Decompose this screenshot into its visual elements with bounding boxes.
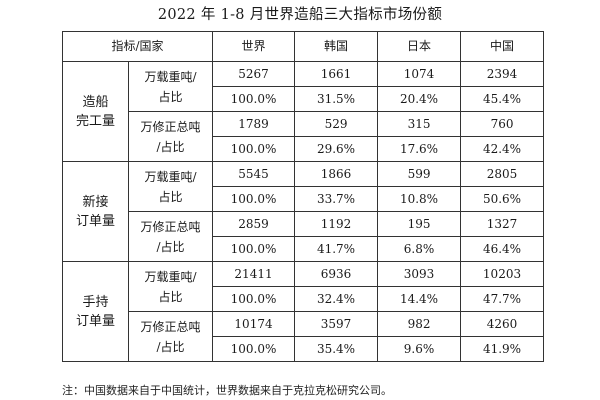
share-cell-japan: 17.6%: [377, 136, 462, 162]
metric-label: 万修正总吨 /占比: [127, 311, 214, 362]
value-cell-china: 2805: [460, 161, 545, 187]
value-cell-korea: 1192: [294, 211, 379, 237]
table-row: 手持 订单量 万载重吨/ 占比 21411 6936 3093 10203: [62, 261, 545, 362]
shipbuilding-share-table: 指标/国家 世界 韩国 日本 中国 造船 完工量 万载重吨/ 占比 5267 1661…: [61, 31, 545, 362]
group-label: 手持 订单量: [62, 261, 129, 362]
header-china: 中国: [460, 31, 545, 62]
share-cell-world: 100.0%: [212, 136, 296, 162]
value-cell-china: 760: [460, 111, 545, 137]
share-cell-korea: 41.7%: [294, 236, 379, 262]
share-cell-world: 100.0%: [212, 336, 296, 362]
share-cell-world: 100.0%: [212, 86, 296, 112]
table-row: 新接 订单量 万载重吨/ 占比 5545 1866 599 2805: [62, 161, 545, 262]
metric-label: 万修正总吨 /占比: [127, 211, 214, 262]
table-row: 100.0% 29.6% 17.6% 42.4%: [63, 136, 545, 162]
share-cell-japan: 14.4%: [377, 286, 462, 312]
value-cell-china: 10203: [460, 261, 545, 287]
metric-label: 万修正总吨 /占比: [127, 111, 214, 162]
page-title: 2022 年 1-8 月世界造船三大指标市场份额: [157, 7, 443, 23]
metric-label: 万载重吨/ 占比: [127, 61, 214, 112]
table-row: 造船 完工量 万载重吨/ 占比 5267 1661 1074 2394: [62, 61, 545, 162]
value-cell-japan: 315: [377, 111, 462, 137]
share-cell-china: 42.4%: [460, 136, 545, 162]
value-cell-korea: 3597: [294, 311, 379, 337]
share-cell-world: 100.0%: [212, 236, 296, 262]
value-cell-korea: 529: [294, 111, 379, 137]
header-korea: 韩国: [294, 31, 379, 62]
footnote: 注：中国数据来自于中国统计，世界数据来自于克拉克松研究公司。: [62, 384, 392, 397]
table-row: 万修正总吨 /占比 10174 3597 982 4260: [63, 311, 545, 362]
table-row: 100.0% 35.4% 9.6% 41.9%: [63, 336, 545, 362]
share-cell-world: 100.0%: [212, 186, 296, 212]
value-cell-china: 1327: [460, 211, 545, 237]
table-row: 万修正总吨 /占比 2859 1192 195 1327: [63, 211, 545, 262]
value-cell-world: 5545: [212, 161, 296, 187]
value-cell-japan: 195: [377, 211, 462, 237]
value-cell-korea: 6936: [294, 261, 379, 287]
share-cell-korea: 29.6%: [294, 136, 379, 162]
share-cell-china: 50.6%: [460, 186, 545, 212]
value-cell-world: 21411: [212, 261, 296, 287]
share-cell-china: 41.9%: [460, 336, 545, 362]
header-world: 世界: [212, 31, 296, 62]
group-label: 造船 完工量: [62, 61, 129, 162]
group-label: 新接 订单量: [62, 161, 129, 262]
table-row: 100.0% 41.7% 6.8% 46.4%: [63, 236, 545, 262]
metric-label: 万载重吨/ 占比: [127, 261, 214, 312]
share-cell-china: 45.4%: [460, 86, 545, 112]
table-body: 指标/国家 世界 韩国 日本 中国 造船 完工量 万载重吨/ 占比 5267 1661…: [61, 31, 545, 362]
table-row: 100.0% 31.5% 20.4% 45.4%: [63, 86, 545, 112]
share-cell-korea: 31.5%: [294, 86, 379, 112]
value-cell-china: 4260: [460, 311, 545, 337]
share-cell-world: 100.0%: [212, 286, 296, 312]
value-cell-japan: 1074: [377, 61, 462, 87]
share-cell-korea: 35.4%: [294, 336, 379, 362]
share-cell-japan: 10.8%: [377, 186, 462, 212]
table-row: 万修正总吨 /占比 1789 529 315 760: [63, 111, 545, 162]
value-cell-japan: 599: [377, 161, 462, 187]
share-cell-japan: 6.8%: [377, 236, 462, 262]
table-row: 100.0% 33.7% 10.8% 50.6%: [63, 186, 545, 212]
share-cell-japan: 20.4%: [377, 86, 462, 112]
value-cell-japan: 982: [377, 311, 462, 337]
share-cell-korea: 32.4%: [294, 286, 379, 312]
value-cell-world: 1789: [212, 111, 296, 137]
header-corner: 指标/国家: [61, 31, 214, 62]
share-cell-china: 46.4%: [460, 236, 545, 262]
share-cell-china: 47.7%: [460, 286, 545, 312]
table-row: 100.0% 32.4% 14.4% 47.7%: [63, 286, 545, 312]
value-cell-korea: 1866: [294, 161, 379, 187]
value-cell-world: 10174: [212, 311, 296, 337]
value-cell-japan: 3093: [377, 261, 462, 287]
value-cell-world: 2859: [212, 211, 296, 237]
metric-label: 万载重吨/ 占比: [127, 161, 214, 212]
share-cell-japan: 9.6%: [377, 336, 462, 362]
share-cell-korea: 33.7%: [294, 186, 379, 212]
value-cell-china: 2394: [460, 61, 545, 87]
value-cell-korea: 1661: [294, 61, 379, 87]
value-cell-world: 5267: [212, 61, 296, 87]
header-japan: 日本: [377, 31, 462, 62]
header-row: 指标/国家 世界 韩国 日本 中国: [61, 31, 545, 62]
